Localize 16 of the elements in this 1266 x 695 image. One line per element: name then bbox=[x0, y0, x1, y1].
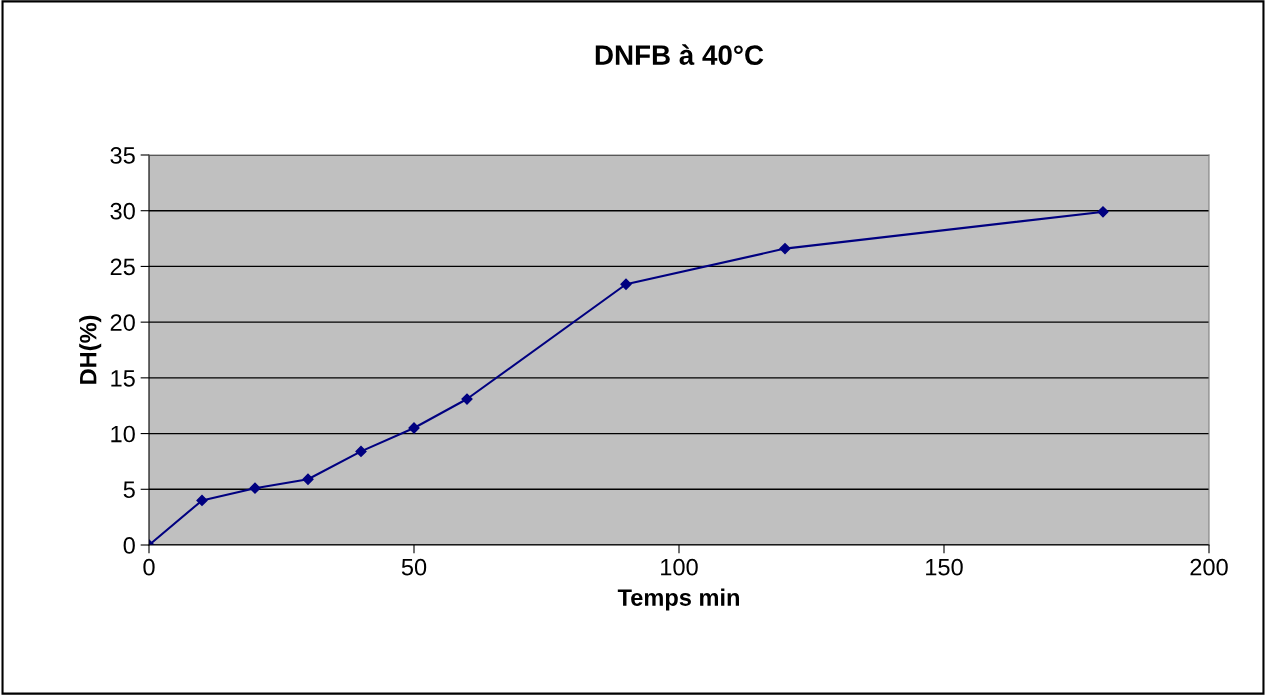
y-tick-label: 20 bbox=[110, 314, 135, 331]
y-tick-label: 25 bbox=[110, 258, 135, 276]
y-tick-label: 15 bbox=[111, 370, 135, 387]
x-tick-label: 150 bbox=[926, 558, 963, 576]
x-tick-label: 200 bbox=[1190, 558, 1228, 576]
x-tick-label: 0 bbox=[143, 558, 155, 576]
y-tick-label: 10 bbox=[111, 425, 135, 443]
y-axis-title: DH(%) bbox=[79, 315, 102, 384]
x-tick-label: 100 bbox=[661, 558, 698, 576]
chart-title: DNFB à 40°C bbox=[595, 44, 764, 65]
y-tick-label: 35 bbox=[110, 147, 135, 164]
y-tick-label: 5 bbox=[123, 481, 135, 499]
x-axis-title: Temps min bbox=[617, 588, 739, 611]
y-tick-label: 30 bbox=[110, 202, 135, 220]
x-tick-label: 50 bbox=[401, 558, 427, 576]
y-tick-label: 0 bbox=[123, 537, 135, 554]
